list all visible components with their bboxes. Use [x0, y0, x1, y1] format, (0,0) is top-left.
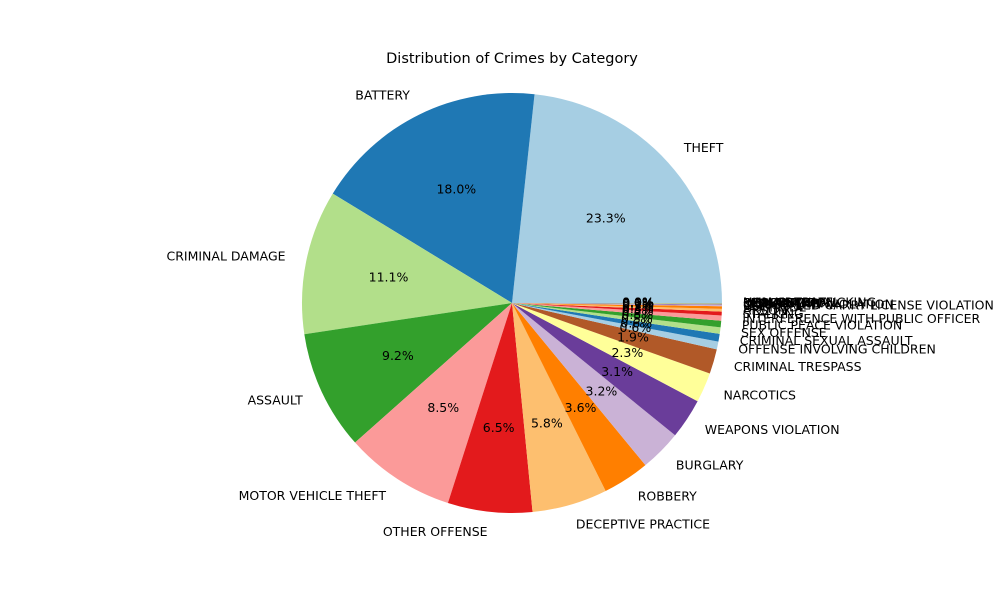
slice-pct-weapons-violation: 3.1%	[601, 364, 633, 379]
slice-pct-narcotics: 2.3%	[611, 345, 643, 360]
slice-label-theft: THEFT	[683, 140, 724, 155]
slice-label-narcotics: NARCOTICS	[723, 388, 796, 403]
slice-pct-assault: 9.2%	[382, 348, 414, 363]
slice-label-motor-vehicle-theft: MOTOR VEHICLE THEFT	[239, 488, 387, 503]
slice-label-deceptive-practice: DECEPTIVE PRACTICE	[576, 516, 710, 531]
pie-slices	[302, 93, 722, 513]
slice-label-weapons-violation: WEAPONS VIOLATION	[705, 422, 840, 437]
slice-label-criminal-trespass: CRIMINAL TRESPASS	[734, 359, 862, 374]
slice-pct-non-criminal: 0.0%	[622, 295, 654, 310]
slice-label-assault: ASSAULT	[248, 392, 304, 407]
slice-label-other-offense: OTHER OFFENSE	[383, 524, 488, 539]
slice-pct-other-offense: 6.5%	[483, 420, 515, 435]
slice-pct-theft: 23.3%	[586, 210, 626, 225]
slice-label-battery: BATTERY	[355, 87, 410, 102]
slice-label-robbery: ROBBERY	[638, 488, 697, 503]
slice-pct-burglary: 3.2%	[586, 383, 618, 398]
pie-slice-theft	[512, 94, 722, 303]
slice-label-non-criminal: NON-CRIMINAL	[743, 295, 837, 310]
slice-label-burglary: BURGLARY	[676, 457, 744, 472]
slice-pct-criminal-damage: 11.1%	[369, 270, 409, 285]
slice-pct-robbery: 3.6%	[565, 400, 597, 415]
slice-pct-deceptive-practice: 5.8%	[531, 416, 563, 431]
slice-label-criminal-damage: CRIMINAL DAMAGE	[166, 249, 285, 264]
slice-pct-motor-vehicle-theft: 8.5%	[427, 400, 459, 415]
chart-title: Distribution of Crimes by Category	[386, 51, 638, 67]
slice-pct-battery: 18.0%	[436, 181, 476, 196]
